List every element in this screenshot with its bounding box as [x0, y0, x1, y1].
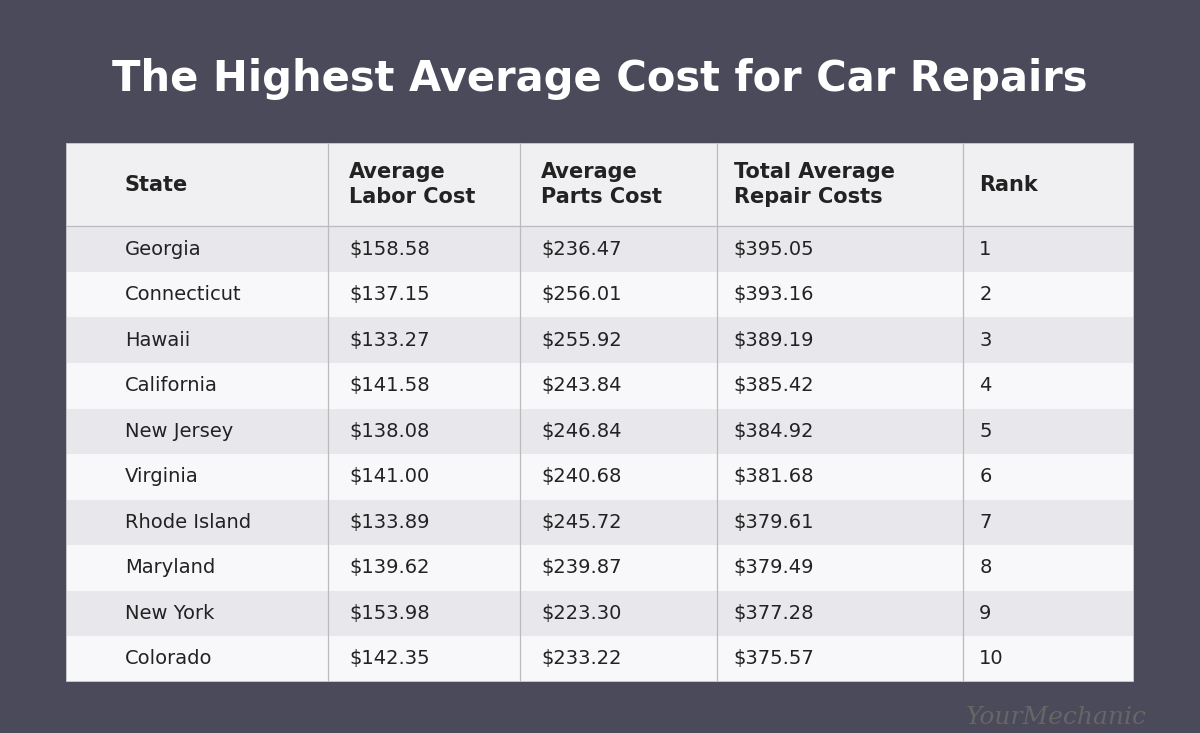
Bar	[66, 591, 1134, 636]
Text: $133.27: $133.27	[349, 331, 430, 350]
Text: 9: 9	[979, 604, 991, 623]
Text: $384.92: $384.92	[733, 421, 814, 441]
Bar	[66, 545, 1134, 591]
Bar	[66, 408, 1134, 454]
Text: $379.49: $379.49	[733, 559, 814, 578]
Text: $138.08: $138.08	[349, 421, 430, 441]
Text: $141.58: $141.58	[349, 376, 430, 395]
Text: $141.00: $141.00	[349, 468, 430, 486]
Text: $133.89: $133.89	[349, 513, 430, 532]
Text: 10: 10	[979, 649, 1003, 668]
Text: $137.15: $137.15	[349, 285, 430, 304]
Text: 3: 3	[979, 331, 991, 350]
Text: $246.84: $246.84	[541, 421, 622, 441]
Text: $239.87: $239.87	[541, 559, 622, 578]
Text: $139.62: $139.62	[349, 559, 430, 578]
Text: 4: 4	[979, 376, 991, 395]
Text: Rhode Island: Rhode Island	[125, 513, 251, 532]
Text: Average
Labor Cost: Average Labor Cost	[349, 162, 475, 207]
Text: $395.05: $395.05	[733, 240, 814, 259]
Text: $223.30: $223.30	[541, 604, 622, 623]
Text: Rank: Rank	[979, 174, 1038, 195]
Bar	[66, 272, 1134, 317]
Text: $142.35: $142.35	[349, 649, 430, 668]
Text: $256.01: $256.01	[541, 285, 622, 304]
Bar	[66, 636, 1134, 682]
Text: 8: 8	[979, 559, 991, 578]
Text: California: California	[125, 376, 217, 395]
Text: Average
Parts Cost: Average Parts Cost	[541, 162, 662, 207]
Text: $385.42: $385.42	[733, 376, 814, 395]
Text: State: State	[125, 174, 188, 195]
Text: $381.68: $381.68	[733, 468, 814, 486]
Bar	[66, 363, 1134, 408]
Text: $377.28: $377.28	[733, 604, 814, 623]
Text: $389.19: $389.19	[733, 331, 814, 350]
Text: Total Average
Repair Costs: Total Average Repair Costs	[733, 162, 894, 207]
Text: $245.72: $245.72	[541, 513, 622, 532]
Bar	[66, 226, 1134, 272]
Text: $393.16: $393.16	[733, 285, 814, 304]
Text: Maryland: Maryland	[125, 559, 215, 578]
Text: Hawaii: Hawaii	[125, 331, 190, 350]
Text: 7: 7	[979, 513, 991, 532]
Text: New York: New York	[125, 604, 214, 623]
Text: The Highest Average Cost for Car Repairs: The Highest Average Cost for Car Repairs	[113, 58, 1087, 100]
Text: $233.22: $233.22	[541, 649, 622, 668]
Text: Virginia: Virginia	[125, 468, 198, 486]
Bar	[66, 500, 1134, 545]
Text: $158.58: $158.58	[349, 240, 430, 259]
Text: YourMechanic: YourMechanic	[966, 706, 1146, 729]
Text: $153.98: $153.98	[349, 604, 430, 623]
Text: Connecticut: Connecticut	[125, 285, 241, 304]
Text: $243.84: $243.84	[541, 376, 622, 395]
Text: $240.68: $240.68	[541, 468, 622, 486]
Text: $255.92: $255.92	[541, 331, 622, 350]
Bar	[66, 143, 1134, 226]
Text: Georgia: Georgia	[125, 240, 202, 259]
Text: 6: 6	[979, 468, 991, 486]
Text: 5: 5	[979, 421, 991, 441]
Bar	[66, 454, 1134, 500]
Text: $379.61: $379.61	[733, 513, 814, 532]
Text: New Jersey: New Jersey	[125, 421, 233, 441]
Bar	[66, 317, 1134, 363]
Text: 1: 1	[979, 240, 991, 259]
Text: 2: 2	[979, 285, 991, 304]
Text: Colorado: Colorado	[125, 649, 212, 668]
Text: $375.57: $375.57	[733, 649, 815, 668]
Text: $236.47: $236.47	[541, 240, 622, 259]
